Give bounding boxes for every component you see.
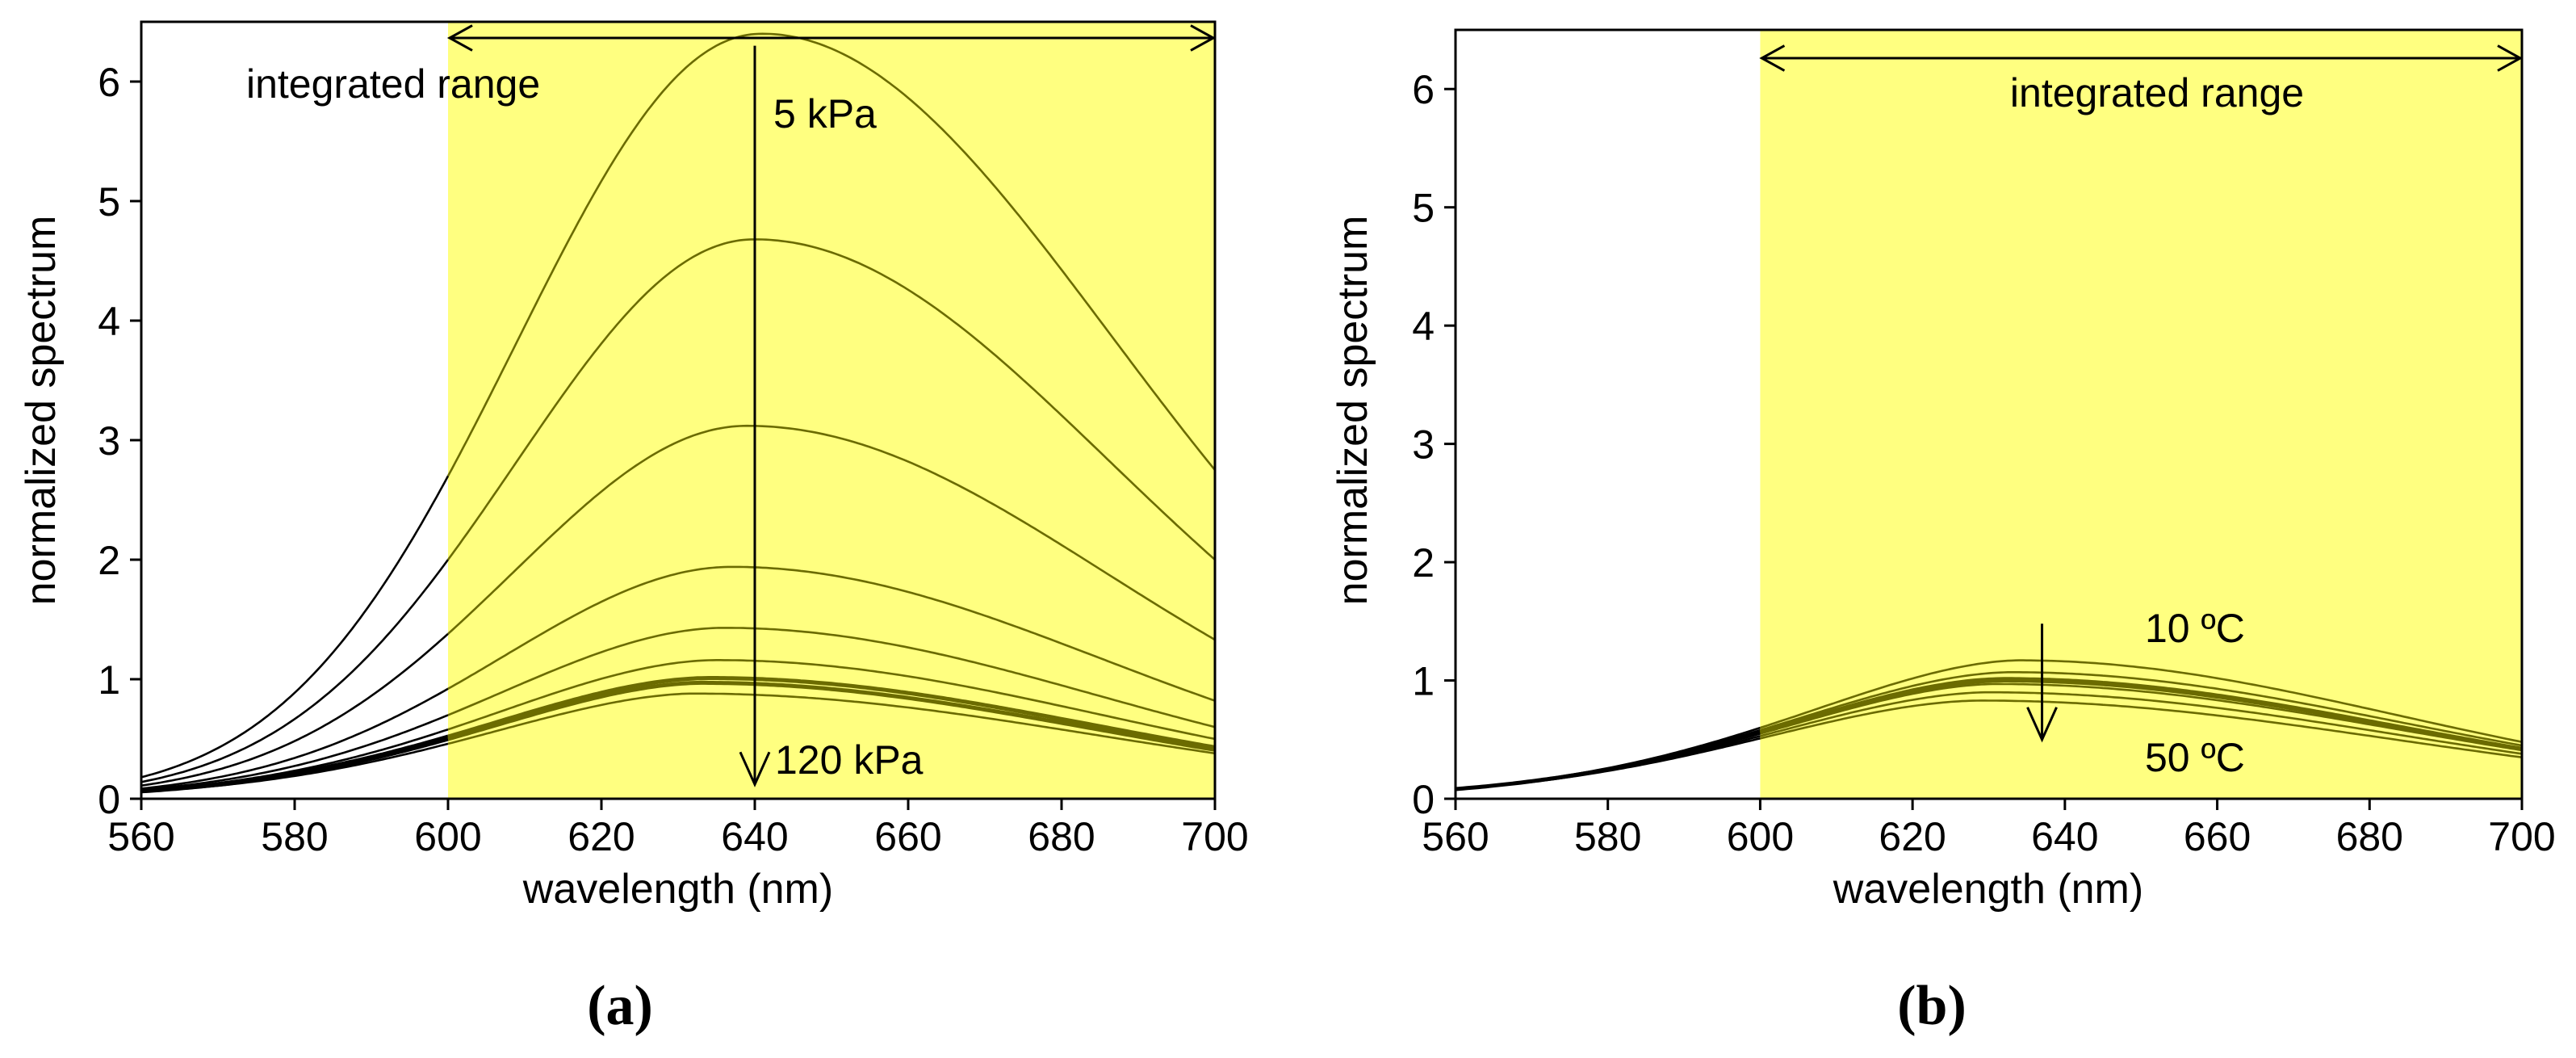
series-line xyxy=(447,627,1215,728)
panel-label-a: (a) xyxy=(587,975,653,1037)
y-tick-label: 5 xyxy=(98,179,120,225)
series-curves xyxy=(1456,659,2522,791)
series-line xyxy=(1760,682,2522,752)
x-tick-label: 600 xyxy=(1727,814,1794,859)
series-line xyxy=(141,559,450,783)
series-line xyxy=(1759,678,2522,751)
series-line xyxy=(447,424,1215,641)
panel-b: 560 580 600 620 640 660 680 700 0 1 2 3 4 5 6 integrat… xyxy=(1330,28,2556,1037)
y-axis-label: normalized spectrum xyxy=(18,216,65,606)
series-line xyxy=(447,565,1215,702)
y-tick-label: 1 xyxy=(98,657,120,703)
series-line xyxy=(446,32,1215,477)
x-tick-label: 620 xyxy=(1879,814,1946,859)
x-tick-label: 680 xyxy=(1028,814,1095,859)
y-tick-label: 0 xyxy=(98,777,120,822)
y-tick-label: 6 xyxy=(1412,67,1435,112)
integrated-range-band xyxy=(448,22,1215,799)
series-line xyxy=(446,238,1215,560)
x-tick-label: 560 xyxy=(107,814,174,859)
series-line xyxy=(141,687,449,790)
y-tick-label: 6 xyxy=(98,60,120,105)
series-line xyxy=(141,475,450,779)
y-tick-label: 3 xyxy=(98,418,120,464)
x-tick-label: 700 xyxy=(1181,814,1248,859)
series-line xyxy=(1760,699,2522,758)
series-line xyxy=(1456,726,1761,790)
y-tick-label: 4 xyxy=(98,299,120,344)
y-tick-label: 0 xyxy=(1412,777,1435,822)
panel-a: 560 580 600 620 640 660 680 700 0 1 2 3 4 5 6 integrat… xyxy=(18,20,1249,1037)
series-line xyxy=(447,659,1215,741)
y-tick-label: 5 xyxy=(1412,186,1435,231)
series-line xyxy=(1456,737,1761,791)
x-tick-label: 580 xyxy=(1574,814,1641,859)
integrated-range-label: integrated range xyxy=(246,61,540,107)
series-line xyxy=(1456,730,1761,791)
x-tick-label: 580 xyxy=(261,814,328,859)
axis-ticks: 560 580 600 620 640 660 680 700 0 1 2 3 4 5 6 xyxy=(1412,44,2556,859)
series-line xyxy=(141,728,449,792)
x-tick-label: 620 xyxy=(568,814,635,859)
series-line xyxy=(1760,691,2522,755)
series-line xyxy=(1456,728,1761,790)
series-line xyxy=(447,692,1215,755)
x-axis-label: wavelength (nm) xyxy=(1833,866,2143,913)
integrated-range-label: integrated range xyxy=(2010,70,2304,115)
bottom-annotation: 120 kPa xyxy=(775,737,924,783)
y-tick-label: 2 xyxy=(98,538,120,583)
series-line xyxy=(1760,659,2522,743)
y-tick-label: 1 xyxy=(1412,659,1435,704)
x-tick-label: 660 xyxy=(2184,814,2251,859)
top-annotation: 5 kPa xyxy=(773,91,877,136)
series-line xyxy=(141,742,449,793)
panel-label-b: (b) xyxy=(1897,975,1967,1037)
x-tick-label: 640 xyxy=(2031,814,2098,859)
x-tick-label: 660 xyxy=(874,814,941,859)
series-line xyxy=(141,632,449,787)
y-axis-label: normalized spectrum xyxy=(1330,216,1376,606)
series-line xyxy=(1760,671,2522,747)
series-line xyxy=(141,714,449,791)
x-axis-label: wavelength (nm) xyxy=(522,866,833,913)
integrated-range-band xyxy=(1760,30,2522,799)
series-line xyxy=(447,680,1215,752)
x-tick-label: 640 xyxy=(721,814,788,859)
x-tick-label: 560 xyxy=(1422,814,1489,859)
x-tick-label: 680 xyxy=(2336,814,2403,859)
y-tick-label: 3 xyxy=(1412,422,1435,468)
plot-frame xyxy=(1454,28,2524,800)
top-annotation: 10 ºC xyxy=(2145,606,2245,651)
series-line xyxy=(447,676,1215,749)
y-tick-label: 2 xyxy=(1412,540,1435,586)
bottom-annotation: 50 ºC xyxy=(2145,735,2245,780)
y-tick-label: 4 xyxy=(1412,304,1435,349)
plot-frame xyxy=(140,20,1217,800)
series-curves xyxy=(141,32,1215,794)
x-tick-label: 600 xyxy=(414,814,481,859)
axis-ticks: 560 580 600 620 640 660 680 700 0 1 2 3 4 5 6 xyxy=(98,24,1249,859)
x-tick-label: 700 xyxy=(2488,814,2555,859)
